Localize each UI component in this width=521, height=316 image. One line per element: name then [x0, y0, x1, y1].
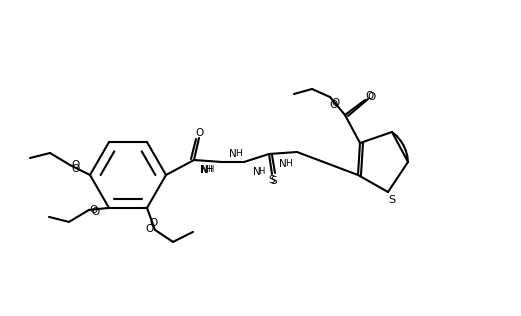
Text: O: O [72, 164, 80, 174]
Text: O: O [329, 100, 337, 110]
Text: O: O [331, 98, 339, 108]
Text: H: H [207, 165, 213, 173]
Text: H: H [284, 160, 291, 168]
Text: S: S [269, 175, 275, 185]
Text: H: H [234, 149, 241, 159]
Text: O: O [150, 218, 158, 228]
Text: N: N [201, 165, 209, 175]
Text: O: O [71, 160, 79, 170]
Text: O: O [195, 128, 203, 138]
Text: O: O [90, 205, 98, 215]
Text: S: S [389, 195, 395, 205]
Text: O: O [146, 224, 154, 234]
Text: N: N [200, 165, 208, 175]
Text: O: O [366, 91, 374, 101]
Text: H: H [258, 167, 265, 175]
Text: O: O [91, 207, 99, 217]
Text: N: N [229, 149, 237, 159]
Text: N: N [253, 167, 260, 177]
Text: O: O [367, 92, 375, 102]
Text: H: H [205, 166, 212, 174]
Text: N: N [279, 159, 287, 169]
Text: S: S [271, 176, 277, 186]
